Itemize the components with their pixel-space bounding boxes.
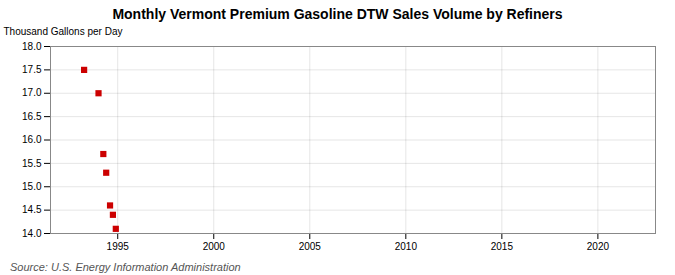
svg-text:2000: 2000 — [203, 241, 226, 252]
svg-text:15.5: 15.5 — [22, 158, 42, 169]
html-text:Source: U.S. Energy Informatio: Source: U.S. Energy Information Administ… — [10, 261, 241, 273]
svg-text:14.0: 14.0 — [22, 228, 42, 239]
svg-text:18.0: 18.0 — [22, 41, 42, 52]
svg-text:14.5: 14.5 — [22, 204, 42, 215]
svg-text:Thousand Gallons per Day: Thousand Gallons per Day — [4, 26, 123, 37]
svg-text:2010: 2010 — [395, 241, 418, 252]
svg-text:16.0: 16.0 — [22, 134, 42, 145]
html-text:Monthly Vermont Premium Gasoli: Monthly Vermont Premium Gasoline DTW Sal… — [112, 6, 563, 22]
svg-text:15.0: 15.0 — [22, 181, 42, 192]
svg-text:17.0: 17.0 — [22, 87, 42, 98]
svg-text:17.5: 17.5 — [22, 64, 42, 75]
svg-text:16.5: 16.5 — [22, 111, 42, 122]
svg-text:1995: 1995 — [107, 241, 130, 252]
svg-text:2015: 2015 — [491, 241, 514, 252]
svg-text:2020: 2020 — [587, 241, 610, 252]
svg-text:2005: 2005 — [299, 241, 322, 252]
